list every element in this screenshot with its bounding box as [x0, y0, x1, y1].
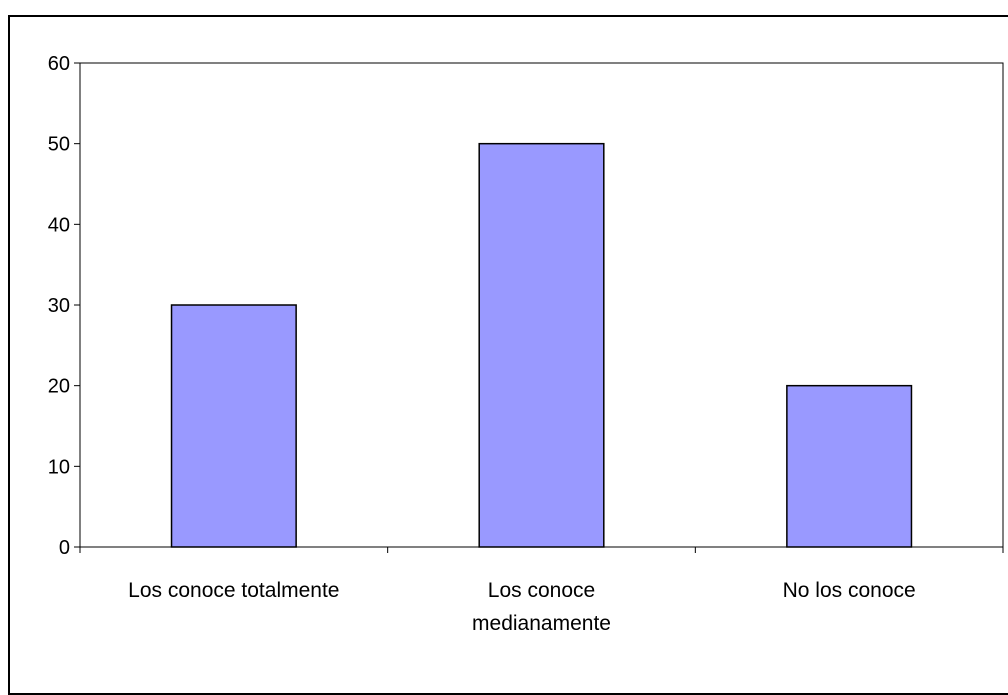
x-category-label: No los conoce — [783, 579, 916, 602]
y-tick-label: 40 — [48, 214, 70, 236]
y-tick-label: 50 — [48, 134, 70, 156]
x-category-label: Los conoce medianamente — [472, 579, 611, 635]
bar — [478, 142, 605, 548]
x-category-label-line: Los conoce totalmente — [128, 579, 339, 602]
y-tick-label: 20 — [48, 376, 70, 398]
bars — [170, 142, 913, 548]
y-axis: 0 10 20 30 40 50 60 — [48, 53, 80, 559]
x-category-label-line: medianamente — [472, 612, 611, 635]
y-tick-label: 10 — [48, 456, 70, 478]
x-category-label-line: No los conoce — [783, 579, 916, 602]
x-category-label: Los conoce totalmente — [128, 579, 339, 602]
bar — [786, 384, 913, 548]
y-tick-label: 0 — [59, 537, 70, 559]
x-axis: Los conoce totalmente Los conoce medianame… — [79, 547, 1004, 635]
bar — [170, 304, 297, 548]
y-tick-label: 60 — [48, 53, 70, 75]
y-tick-label: 30 — [48, 295, 70, 317]
x-category-label-line: Los conoce — [488, 579, 595, 602]
